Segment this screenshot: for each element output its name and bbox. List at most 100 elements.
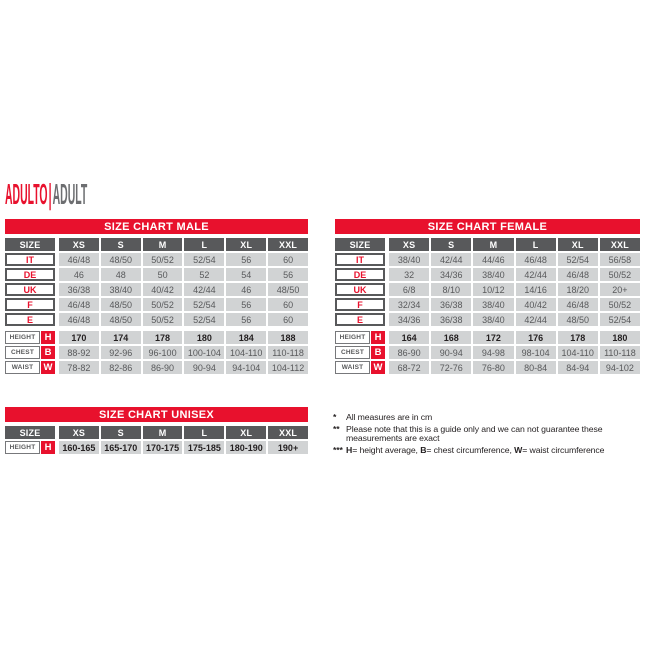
measure-row-chest: CHEST B 86-90 90-94 94-98 98-104 104-110 110-11… <box>335 346 640 359</box>
measure-code-badge: B <box>41 346 55 359</box>
row-cells: 36/38 38/40 40/42 42/44 46 48/50 <box>59 283 308 296</box>
measure-cell: 98-104 <box>515 346 556 359</box>
size-row-f: F 46/48 48/50 50/52 52/54 56 60 <box>5 298 308 311</box>
measure-cell: 184 <box>226 331 267 344</box>
size-row-uk: UK 36/38 38/40 40/42 42/44 46 48/50 <box>5 283 308 296</box>
measure-cell: 180 <box>599 331 640 344</box>
measure-cell: 94-104 <box>226 361 267 374</box>
size-cell: 46/48 <box>59 253 99 266</box>
header-cells: XS S M L XL XXL <box>59 426 308 439</box>
row-label-cell: E <box>335 313 385 326</box>
size-row-e: E 34/36 36/38 38/40 42/44 48/50 52/54 <box>335 313 640 326</box>
footnote-segment: Please note that this is a guide only an… <box>346 423 603 444</box>
column-header: XL <box>226 238 267 251</box>
measure-cell: 176 <box>515 331 556 344</box>
measure-cell: 175-185 <box>184 441 225 454</box>
measure-cell: 174 <box>100 331 141 344</box>
size-cell: 36/38 <box>59 283 99 296</box>
table-title-bar: SIZE CHART FEMALE <box>335 219 640 234</box>
row-cells: 46/48 48/50 50/52 52/54 56 60 <box>59 313 308 326</box>
footnote-marker: * <box>333 412 337 422</box>
size-chart-male-table: SIZE CHART MALE SIZE XS S M L XL XXL IT 46/48 48/5… <box>5 219 308 376</box>
size-cell: 38/40 <box>389 253 430 266</box>
measure-cell: 165-170 <box>100 441 141 454</box>
footnote-segment: = waist circumference <box>522 444 605 455</box>
size-chart-unisex-table: SIZE CHART UNISEX SIZE XS S M L XL XXL HEIGHT H 16… <box>5 407 308 456</box>
row-cells: 46/48 48/50 50/52 52/54 56 60 <box>59 298 308 311</box>
table-header-row: SIZE XS S M L XL XXL <box>5 426 308 439</box>
size-row-f: F 32/34 36/38 38/40 40/42 46/48 50/52 <box>335 298 640 311</box>
size-cell: 56 <box>226 253 267 266</box>
size-cell: 46/48 <box>515 253 556 266</box>
table-header-row: SIZE XS S M L XL XXL <box>335 238 640 251</box>
row-label: DE <box>5 268 55 281</box>
size-cell: 38/40 <box>473 268 514 281</box>
page-title-text: ADULTO|ADULT <box>5 179 87 211</box>
measure-cell: 90-94 <box>184 361 225 374</box>
size-cell: 40/42 <box>515 298 556 311</box>
size-cell: 42/44 <box>515 268 556 281</box>
column-header: S <box>100 238 141 251</box>
row-cells: 78-82 82-86 86-90 90-94 94-104 104-112 <box>59 361 308 374</box>
header-size-cell: SIZE <box>335 238 385 251</box>
column-header: XXL <box>268 238 308 251</box>
measure-label-cell: HEIGHT H <box>5 331 55 344</box>
column-header: XS <box>59 426 99 439</box>
measure-cell: 80-84 <box>515 361 556 374</box>
footnote-text: All measures are in cm <box>346 412 645 423</box>
size-chart-female-table: SIZE CHART FEMALE SIZE XS S M L XL XXL IT 38/40 42… <box>335 219 640 376</box>
size-cell: 14/16 <box>515 283 556 296</box>
measure-code-badge: H <box>41 441 55 454</box>
size-cell: 56/58 <box>599 253 640 266</box>
row-label-cell: E <box>5 313 55 326</box>
size-cell: 48/50 <box>557 313 598 326</box>
column-header: L <box>184 426 225 439</box>
size-cell: 48/50 <box>268 283 308 296</box>
footnotes: * All measures are in cm ** Please note tha… <box>333 412 645 457</box>
measure-label-cell: HEIGHT H <box>5 441 55 454</box>
size-cell: 32 <box>389 268 430 281</box>
row-label-cell: DE <box>335 268 385 281</box>
measure-row-height: HEIGHT H 170 174 178 180 184 188 <box>5 331 308 344</box>
measure-code-badge: W <box>41 361 55 374</box>
measure-cell: 92-96 <box>100 346 141 359</box>
measure-label-cell: CHEST B <box>5 346 55 359</box>
size-cell: 36/38 <box>431 298 472 311</box>
table-title-bar: SIZE CHART MALE <box>5 219 308 234</box>
size-cell: 46 <box>59 268 99 281</box>
footnote: *** H= height average, B= chest circumfer… <box>333 444 645 456</box>
row-label: F <box>5 298 55 311</box>
measure-row-waist: WAIST W 68-72 72-76 76-80 80-84 84-94 94-102 <box>335 361 640 374</box>
size-cell: 38/40 <box>100 283 141 296</box>
row-cells: 68-72 72-76 76-80 80-84 84-94 94-102 <box>389 361 640 374</box>
row-label-cell: DE <box>5 268 55 281</box>
title-adulto: ADULTO <box>5 179 48 211</box>
measure-cell: 172 <box>473 331 514 344</box>
size-cell: 56 <box>226 313 267 326</box>
row-label-cell: UK <box>335 283 385 296</box>
title-separator: | <box>48 179 52 211</box>
measure-cell: 104-110 <box>226 346 267 359</box>
size-cell: 60 <box>268 298 308 311</box>
size-cell: 52/54 <box>557 253 598 266</box>
measure-cell: 88-92 <box>59 346 99 359</box>
row-label: F <box>335 298 385 311</box>
size-cell: 42/44 <box>184 283 225 296</box>
header-size-cell: SIZE <box>5 238 55 251</box>
size-cell: 8/10 <box>431 283 472 296</box>
measure-cell: 190+ <box>268 441 308 454</box>
size-cell: 52/54 <box>184 253 225 266</box>
footnote-marker: *** <box>333 444 343 455</box>
row-label: UK <box>5 283 55 296</box>
size-cell: 46/48 <box>557 268 598 281</box>
measure-cell: 76-80 <box>473 361 514 374</box>
size-row-de: DE 46 48 50 52 54 56 <box>5 268 308 281</box>
measure-label: HEIGHT <box>5 441 40 454</box>
measure-label: WAIST <box>5 361 40 374</box>
measure-cell: 188 <box>268 331 308 344</box>
column-header: XS <box>59 238 99 251</box>
measure-label: CHEST <box>5 346 40 359</box>
row-cells: 38/40 42/44 44/46 46/48 52/54 56/58 <box>389 253 640 266</box>
footnote: * All measures are in cm <box>333 412 645 423</box>
